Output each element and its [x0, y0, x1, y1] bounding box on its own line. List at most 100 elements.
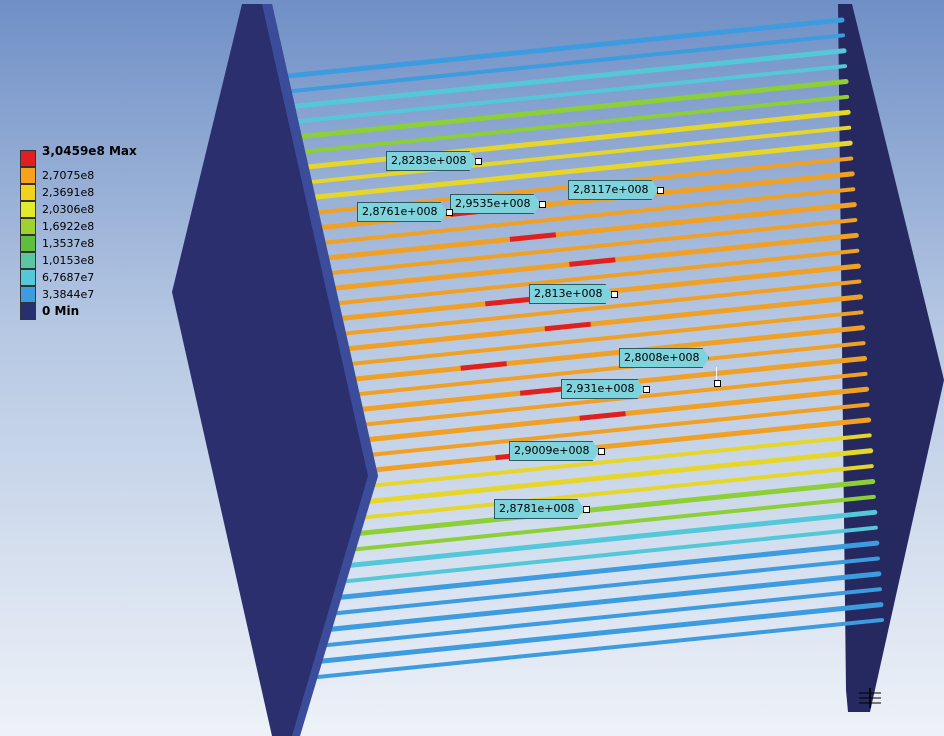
- front-plate: [172, 4, 378, 736]
- probe-label[interactable]: 2,8283e+008: [386, 151, 483, 171]
- rod: [273, 140, 853, 204]
- probe-label[interactable]: 2,931e+008: [561, 379, 651, 399]
- legend-row: 3,3844e7: [20, 286, 137, 303]
- probe-value: 2,931e+008: [561, 379, 644, 399]
- rod: [269, 64, 848, 127]
- rod: [275, 171, 855, 235]
- legend-row: 2,0306e8: [20, 201, 137, 218]
- rod: [287, 341, 866, 404]
- probe-marker: [714, 380, 721, 387]
- legend-row: 3,0459e8 Max: [20, 145, 137, 167]
- rod: [273, 125, 852, 188]
- legend-swatch: [20, 150, 36, 167]
- legend-label: 0 Min: [42, 304, 80, 318]
- stress-hotspot: [579, 411, 626, 421]
- probe-label[interactable]: 2,8761e+008: [357, 202, 454, 222]
- probe-value: 2,8781e+008: [494, 499, 584, 519]
- coordinate-triad-icon[interactable]: [856, 688, 884, 708]
- rod: [277, 202, 857, 266]
- stress-legend: 3,0459e8 Max 2,7075e8 2,3691e8 2,0306e8 1,69…: [20, 145, 137, 320]
- legend-swatch: [20, 235, 36, 252]
- probe-marker: [539, 200, 547, 208]
- probe-value: 2,8761e+008: [357, 202, 447, 222]
- rod: [269, 79, 849, 143]
- rod: [298, 509, 878, 573]
- rod: [265, 17, 845, 81]
- legend-label: 1,0153e8: [42, 254, 95, 267]
- rod: [267, 48, 847, 112]
- rod: [295, 464, 874, 527]
- probe-marker: [598, 447, 606, 455]
- legend-row: 6,7687e7: [20, 269, 137, 286]
- probe-leader-line: [716, 367, 717, 381]
- legend-swatch: [20, 269, 36, 286]
- probe-marker: [446, 208, 454, 216]
- probe-label[interactable]: 2,9535e+008: [450, 194, 547, 214]
- stress-hotspot: [569, 257, 616, 267]
- rod: [306, 618, 884, 680]
- legend-label: 3,0459e8 Max: [42, 144, 137, 158]
- rod: [279, 218, 858, 280]
- legend-row: 1,3537e8: [20, 235, 137, 252]
- rod: [299, 525, 878, 588]
- legend-label: 1,6922e8: [42, 220, 95, 233]
- probe-value: 2,8008e+008: [619, 348, 709, 368]
- rod: [285, 310, 864, 373]
- legend-label: 2,7075e8: [42, 169, 95, 182]
- legend-row: 2,7075e8: [20, 167, 137, 184]
- stress-hotspot: [485, 296, 532, 307]
- probe-value: 2,9535e+008: [450, 194, 540, 214]
- legend-row: 2,3691e8: [20, 184, 137, 201]
- rod: [283, 279, 862, 342]
- probe-label[interactable]: 2,813e+008: [529, 284, 619, 304]
- probe-value: 2,8117e+008: [568, 180, 658, 200]
- legend-swatch: [20, 303, 36, 320]
- legend-label: 3,3844e7: [42, 288, 95, 301]
- legend-row: 1,0153e8: [20, 252, 137, 269]
- legend-label: 1,3537e8: [42, 237, 95, 250]
- legend-label: 2,0306e8: [42, 203, 95, 216]
- probe-label[interactable]: 2,9009e+008: [509, 442, 606, 460]
- rod-bundle: [265, 17, 884, 680]
- rod: [303, 587, 882, 650]
- legend-swatch: [20, 286, 36, 303]
- rod: [267, 33, 846, 96]
- stress-hotspot: [519, 386, 567, 396]
- rod: [281, 248, 860, 311]
- rod: [271, 109, 851, 173]
- probe-marker: [583, 505, 591, 513]
- probe-value: 2,813e+008: [529, 284, 612, 304]
- probe-value: 2,8283e+008: [386, 151, 476, 171]
- rod: [291, 402, 870, 465]
- probe-marker: [611, 290, 619, 298]
- rod: [300, 540, 880, 604]
- rod: [302, 571, 882, 635]
- front-plate-edge: [262, 4, 378, 736]
- probe-marker: [475, 157, 483, 165]
- legend-swatch: [20, 252, 36, 269]
- rod: [286, 325, 866, 389]
- rod: [297, 494, 876, 557]
- probe-marker: [643, 385, 651, 393]
- rod: [277, 187, 856, 250]
- legend-row: 0 Min: [20, 303, 137, 320]
- legend-label: 2,3691e8: [42, 186, 95, 199]
- stress-hotspot: [460, 361, 507, 371]
- stress-hotspot: [544, 321, 591, 332]
- rod: [271, 94, 850, 157]
- rod: [301, 556, 880, 619]
- legend-swatch: [20, 218, 36, 235]
- probe-marker: [657, 186, 665, 194]
- probe-label[interactable]: 2,8781e+008: [494, 499, 591, 519]
- legend-swatch: [20, 167, 36, 184]
- rod: [304, 602, 884, 666]
- rod: [294, 448, 874, 512]
- probe-label[interactable]: 2,8008e+008: [619, 349, 709, 367]
- legend-swatch: [20, 201, 36, 218]
- legend-row: 1,6922e8: [20, 218, 137, 235]
- probe-label[interactable]: 2,8117e+008: [568, 180, 665, 200]
- rod: [289, 371, 868, 434]
- rod: [293, 433, 872, 496]
